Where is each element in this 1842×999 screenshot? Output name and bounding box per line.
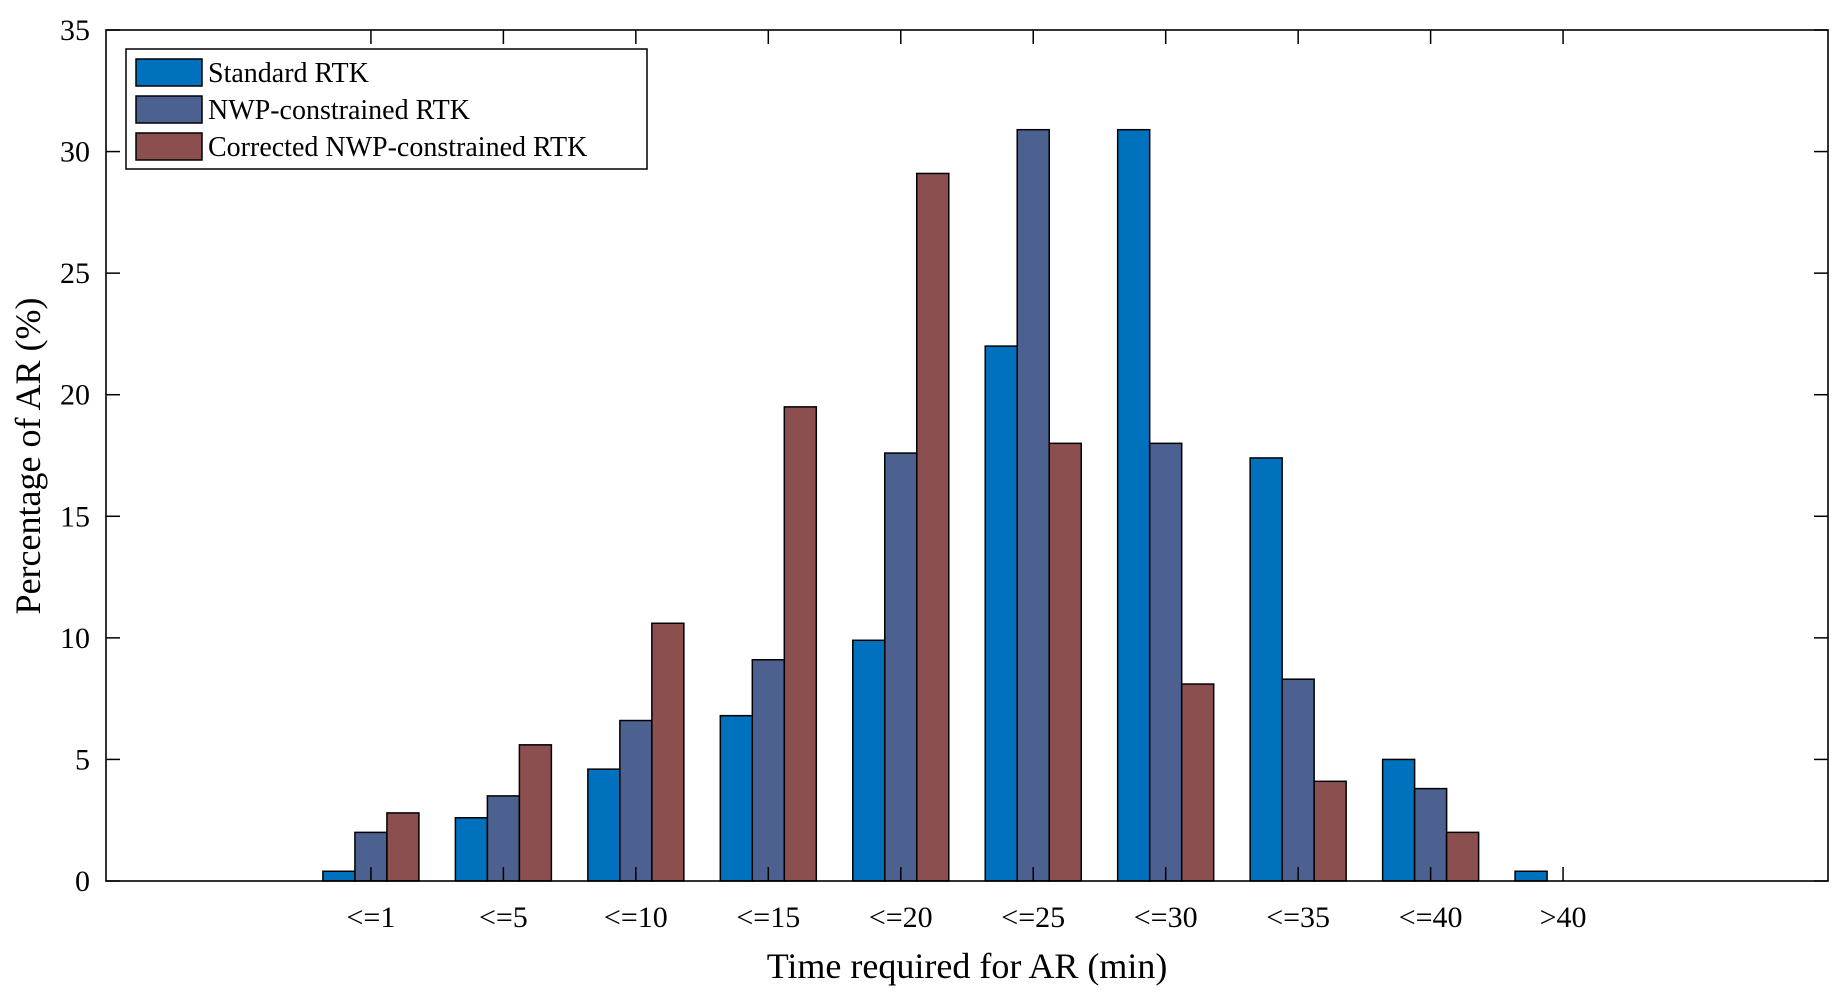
bar-nwp-constrained-rtk-7 — [1148, 442, 1183, 882]
legend-label-standard-rtk: Standard RTK — [208, 58, 369, 89]
plot-background — [106, 30, 1828, 881]
bar-corrected-nwp-constrained-rtk-2 — [518, 744, 553, 882]
legend-label-nwp-constrained-rtk: NWP-constrained RTK — [208, 95, 470, 126]
bar-standard-rtk-8 — [1249, 457, 1283, 882]
bar-corrected-nwp-constrained-rtk-9 — [1445, 831, 1480, 882]
y-tick-label: 10 — [60, 622, 90, 655]
y-tick-label: 35 — [60, 14, 90, 47]
y-tick-label: 15 — [60, 500, 90, 533]
bar-standard-rtk-6 — [984, 345, 1018, 882]
x-tick-label: <=5 — [479, 901, 528, 934]
y-axis: 0 5 10 15 20 25 30 35 — [60, 14, 1828, 898]
bar-corrected-nwp-constrained-rtk-5 — [916, 172, 950, 882]
y-axis-label: Percentage of AR (%) — [8, 298, 48, 615]
bars-group — [322, 128, 1548, 882]
x-tick-label: <=30 — [1134, 901, 1198, 934]
x-tick-label: >40 — [1540, 901, 1587, 934]
bar-standard-rtk-2 — [454, 817, 489, 882]
y-tick-label: 5 — [75, 743, 90, 776]
y-tick-label: 30 — [60, 136, 90, 169]
bar-standard-rtk-7 — [1116, 128, 1151, 882]
x-tick-label: <=20 — [869, 901, 933, 934]
y-tick-label: 25 — [60, 257, 90, 290]
legend-label-corrected-nwp-constrained-rtk: Corrected NWP-constrained RTK — [208, 132, 587, 163]
plot-frame — [105, 29, 1829, 882]
bar-nwp-constrained-rtk-6 — [1016, 128, 1050, 882]
bar-corrected-nwp-constrained-rtk-7 — [1180, 683, 1215, 882]
x-tick-label: <=40 — [1399, 901, 1463, 934]
legend-swatch-corrected-nwp-constrained-rtk — [135, 132, 203, 161]
x-tick-label: <=15 — [736, 901, 800, 934]
bar-corrected-nwp-constrained-rtk-3 — [651, 622, 685, 882]
x-tick-label: <=10 — [604, 901, 668, 934]
bar-standard-rtk-9 — [1381, 758, 1416, 882]
y-tick-label: 0 — [75, 865, 90, 898]
legend-swatch-nwp-constrained-rtk — [135, 95, 203, 124]
bar-standard-rtk-4 — [719, 714, 754, 882]
x-tick-label: <=25 — [1001, 901, 1065, 934]
y-tick-label: 20 — [60, 379, 90, 412]
x-tick-label: <=35 — [1266, 901, 1330, 934]
bar-standard-rtk-10 — [1514, 870, 1548, 882]
x-axis-label: Time required for AR (min) — [767, 946, 1168, 986]
legend: Standard RTK NWP-constrained RTK Correct… — [125, 48, 648, 170]
legend-box — [125, 48, 648, 170]
x-tick-label: <=1 — [347, 901, 396, 934]
legend-swatch-standard-rtk — [135, 58, 203, 87]
bar-corrected-nwp-constrained-rtk-4 — [783, 406, 818, 882]
bar-nwp-constrained-rtk-8 — [1281, 678, 1315, 882]
bar-nwp-constrained-rtk-3 — [619, 719, 653, 882]
bar-standard-rtk-5 — [852, 639, 886, 882]
bar-corrected-nwp-constrained-rtk-6 — [1048, 442, 1082, 882]
bar-corrected-nwp-constrained-rtk-8 — [1313, 780, 1347, 882]
bar-nwp-constrained-rtk-5 — [884, 452, 918, 882]
bar-nwp-constrained-rtk-4 — [751, 658, 786, 882]
bar-corrected-nwp-constrained-rtk-1 — [386, 812, 420, 882]
bar-standard-rtk-3 — [587, 768, 621, 882]
x-axis: <=1 <=5 <=10 <=15 <=20 <=25 <=30 <=35 <=40 >40 — [347, 30, 1587, 934]
bar-standard-rtk-1 — [322, 870, 356, 882]
